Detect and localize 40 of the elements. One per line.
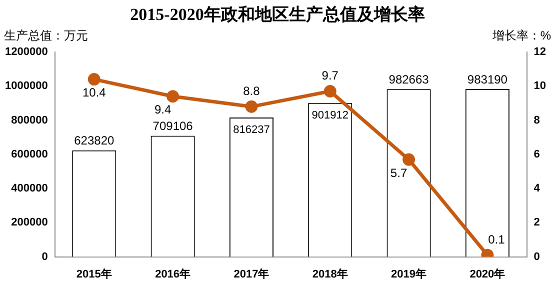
y-tick-label: 600000 xyxy=(11,148,48,160)
y2-tick-label: 0 xyxy=(534,250,540,263)
data-label: 709106 xyxy=(152,119,194,134)
y-tick-label: 800000 xyxy=(11,114,48,126)
point xyxy=(88,73,100,86)
y2-axis-title: 增长率：% xyxy=(491,28,552,42)
x-tick-label: 2018年 xyxy=(312,267,348,280)
x-tick-label: 2016年 xyxy=(155,267,191,280)
data-label: 816237 xyxy=(233,124,270,136)
data-label: 8.8 xyxy=(243,84,260,98)
data-label: 982663 xyxy=(388,72,430,86)
point xyxy=(245,100,258,113)
data-label: 10.4 xyxy=(82,86,106,100)
data-label: 9.7 xyxy=(322,68,339,83)
x-tick-label: 2017年 xyxy=(234,267,270,280)
point xyxy=(324,85,336,98)
y2-tick-label: 2 xyxy=(534,216,540,229)
y2-tick-label: 10 xyxy=(534,80,546,92)
y2-tick-label: 12 xyxy=(534,46,546,58)
y-axis-title: 生产总值：万元 xyxy=(4,28,88,42)
chart-title: 2015-2020年政和地区生产总值及增长率 xyxy=(129,4,426,26)
data-label: 901912 xyxy=(312,109,348,122)
data-label: 623820 xyxy=(74,134,114,148)
point xyxy=(166,90,180,103)
data-label: 983190 xyxy=(467,72,508,86)
x-tick-label: 2015年 xyxy=(76,267,112,280)
y2-tick-label: 8 xyxy=(534,114,540,126)
x-tick-label: 2019年 xyxy=(391,267,427,280)
y2-tick-label: 6 xyxy=(534,148,540,160)
data-label: 0.1 xyxy=(488,232,506,246)
y-tick-label: 200000 xyxy=(11,216,48,229)
point xyxy=(402,153,416,166)
x-tick-label: 2020年 xyxy=(470,267,506,280)
data-label: 9.4 xyxy=(154,102,172,117)
y-tick-label: 0 xyxy=(42,250,48,263)
y-tick-label: 400000 xyxy=(11,182,48,195)
y2-tick-label: 4 xyxy=(534,182,541,195)
y-tick-label: 1200000 xyxy=(4,46,48,58)
y-tick-label: 1000000 xyxy=(4,80,48,92)
data-label: 5.7 xyxy=(390,166,408,180)
